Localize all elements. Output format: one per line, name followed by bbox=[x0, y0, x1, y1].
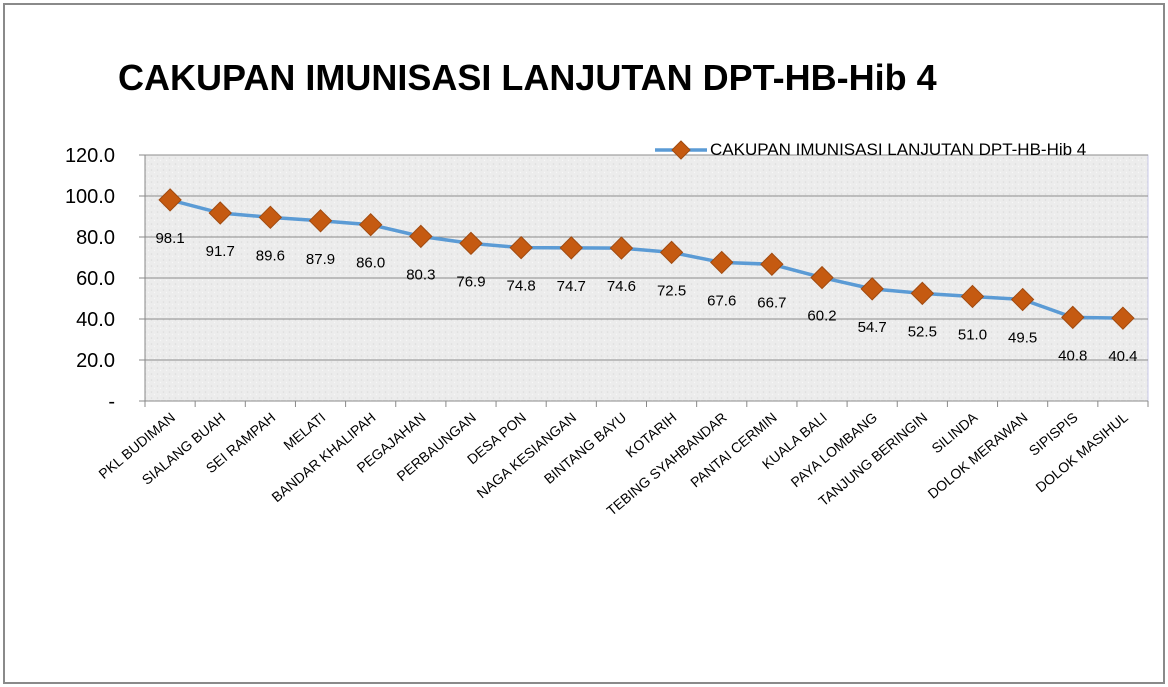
data-label: 49.5 bbox=[1008, 330, 1037, 347]
y-tick-label: 60.0 bbox=[76, 268, 115, 290]
data-point bbox=[1010, 287, 1035, 312]
data-label: 51.0 bbox=[958, 326, 987, 343]
data-point bbox=[810, 265, 834, 290]
data-point bbox=[158, 188, 182, 212]
data-label: 87.9 bbox=[306, 251, 335, 268]
legend-label: CAKUPAN IMUNISASI LANJUTAN DPT-HB-Hib 4 bbox=[710, 140, 1087, 159]
data-label: 66.7 bbox=[757, 294, 786, 311]
data-point bbox=[409, 224, 433, 249]
data-point bbox=[208, 201, 232, 225]
data-point bbox=[258, 205, 283, 230]
data-point bbox=[1061, 305, 1085, 330]
data-label: 91.7 bbox=[206, 243, 235, 260]
data-point bbox=[308, 209, 333, 233]
y-tick-label: 20.0 bbox=[76, 350, 115, 372]
data-label: 67.6 bbox=[707, 292, 736, 309]
y-tick-label: 100.0 bbox=[65, 186, 115, 208]
data-point bbox=[860, 277, 884, 301]
data-label: 74.7 bbox=[557, 278, 586, 295]
data-point bbox=[509, 235, 533, 260]
y-tick-label: 40.0 bbox=[76, 309, 115, 331]
data-label: 40.8 bbox=[1058, 347, 1087, 364]
data-label: 40.4 bbox=[1108, 348, 1137, 365]
data-label: 89.6 bbox=[256, 247, 285, 264]
data-point bbox=[960, 284, 985, 309]
data-label: 54.7 bbox=[858, 319, 887, 336]
data-point bbox=[358, 212, 383, 237]
y-tick-label: 120.0 bbox=[65, 145, 115, 167]
legend-marker bbox=[671, 140, 691, 160]
data-label: 60.2 bbox=[807, 308, 836, 325]
data-point bbox=[910, 281, 935, 306]
data-point bbox=[559, 236, 583, 260]
chart-title: CAKUPAN IMUNISASI LANJUTAN DPT-HB-Hib 4 bbox=[118, 57, 937, 98]
data-label: 72.5 bbox=[657, 282, 686, 299]
y-tick-label: 80.0 bbox=[76, 227, 115, 249]
data-point bbox=[760, 252, 784, 276]
data-label: 86.0 bbox=[356, 255, 385, 272]
data-point bbox=[659, 240, 684, 265]
data-point bbox=[1111, 306, 1135, 330]
data-label: 80.3 bbox=[406, 266, 435, 283]
data-point bbox=[710, 250, 734, 275]
data-label: 74.8 bbox=[507, 278, 536, 295]
data-label: 98.1 bbox=[155, 230, 184, 247]
data-point bbox=[609, 236, 634, 260]
data-point bbox=[459, 231, 483, 256]
data-label: 74.6 bbox=[607, 278, 636, 295]
data-label: 52.5 bbox=[908, 323, 937, 340]
y-tick-label: - bbox=[108, 391, 115, 413]
data-label: 76.9 bbox=[456, 273, 485, 290]
